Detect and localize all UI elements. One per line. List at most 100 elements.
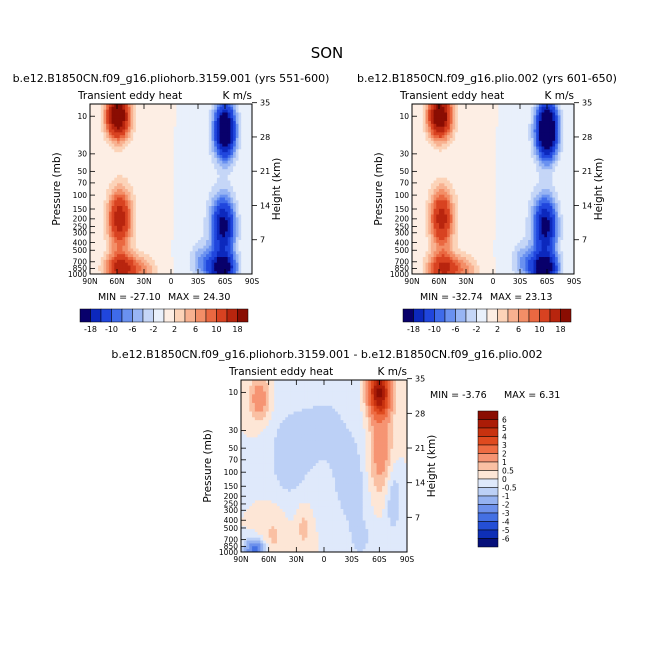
- field-cell: [179, 129, 183, 133]
- field-cell: [127, 203, 131, 207]
- field-cell: [233, 180, 237, 184]
- field-cell: [90, 146, 94, 150]
- field-cell: [106, 106, 110, 111]
- field-cell: [108, 271, 112, 275]
- field-cell: [187, 169, 191, 173]
- field-cell: [179, 146, 183, 150]
- field-cell: [111, 254, 115, 258]
- field-cell: [457, 257, 461, 261]
- field-cell: [106, 155, 110, 159]
- field-cell: [138, 146, 142, 150]
- field-cell: [171, 104, 175, 108]
- field-cell: [108, 140, 112, 145]
- field-cell: [249, 191, 253, 196]
- field-cell: [157, 191, 161, 196]
- field-cell: [203, 115, 207, 119]
- field-cell: [117, 166, 121, 170]
- field-cell: [181, 123, 185, 128]
- field-cell: [157, 225, 161, 230]
- field-cell: [447, 106, 451, 111]
- field-cell: [157, 132, 161, 136]
- field-cell: [179, 186, 183, 190]
- field-cell: [141, 146, 145, 150]
- field-cell: [181, 231, 185, 235]
- field-cell: [149, 121, 153, 125]
- field-cell: [249, 149, 253, 153]
- field-cell: [122, 251, 126, 255]
- field-cell: [214, 172, 218, 176]
- field-cell: [95, 220, 99, 224]
- field-cell: [230, 104, 234, 108]
- field-cell: [214, 183, 218, 187]
- field-cell: [460, 240, 464, 244]
- field-cell: [100, 135, 104, 139]
- field-cell: [420, 138, 424, 142]
- field-cell: [235, 214, 239, 218]
- field-cell: [233, 271, 237, 275]
- field-cell: [181, 197, 185, 201]
- field-cell: [466, 177, 470, 181]
- field-cell: [90, 123, 94, 128]
- field-cell: [219, 242, 223, 247]
- field-cell: [176, 191, 180, 196]
- field-cell: [444, 115, 448, 119]
- field-cell: [422, 109, 426, 113]
- field-cell: [208, 112, 212, 116]
- field-cell: [441, 129, 445, 133]
- field-cell: [130, 109, 134, 113]
- field-cell: [249, 177, 253, 181]
- field-cell: [225, 140, 229, 145]
- field-cell: [149, 242, 153, 247]
- field-cell: [198, 228, 202, 232]
- field-cell: [208, 118, 212, 122]
- field-cell: [460, 228, 464, 232]
- field-cell: [452, 166, 456, 170]
- field-cell: [225, 183, 229, 187]
- field-cell: [238, 177, 242, 181]
- field-cell: [184, 242, 188, 247]
- field-cell: [168, 169, 172, 173]
- field-cell: [430, 186, 434, 190]
- field-cell: [412, 271, 416, 275]
- field-cell: [176, 268, 180, 272]
- field-cell: [152, 194, 156, 198]
- field-cell: [222, 118, 226, 122]
- field-cell: [90, 211, 94, 215]
- field-cell: [227, 200, 231, 204]
- field-cell: [216, 115, 220, 119]
- field-cell: [449, 234, 453, 238]
- field-cell: [216, 123, 220, 128]
- field-cell: [92, 271, 96, 275]
- field-cell: [171, 155, 175, 159]
- field-cell: [165, 138, 169, 142]
- field-cell: [192, 211, 196, 215]
- field-cell: [108, 172, 112, 176]
- field-cell: [208, 234, 212, 238]
- field-cell: [198, 135, 202, 139]
- field-cell: [149, 146, 153, 150]
- field-cell: [135, 231, 139, 235]
- field-cell: [249, 174, 253, 179]
- field-cell: [160, 140, 164, 145]
- field-cell: [122, 146, 126, 150]
- field-cell: [146, 138, 150, 142]
- field-cell: [138, 208, 142, 213]
- field-cell: [444, 146, 448, 150]
- field-cell: [466, 166, 470, 170]
- field-cell: [233, 208, 237, 213]
- field-cell: [425, 106, 429, 111]
- field-cell: [154, 152, 158, 156]
- field-cell: [162, 157, 166, 162]
- field-cell: [103, 189, 107, 193]
- field-cell: [460, 265, 464, 269]
- field-cell: [238, 183, 242, 187]
- field-cell: [141, 138, 145, 142]
- field-cell: [125, 140, 129, 145]
- field-cell: [111, 123, 115, 128]
- field-cell: [222, 138, 226, 142]
- field-cell: [417, 146, 421, 150]
- field-cell: [171, 251, 175, 255]
- field-cell: [230, 112, 234, 116]
- field-cell: [119, 211, 123, 215]
- field-cell: [449, 135, 453, 139]
